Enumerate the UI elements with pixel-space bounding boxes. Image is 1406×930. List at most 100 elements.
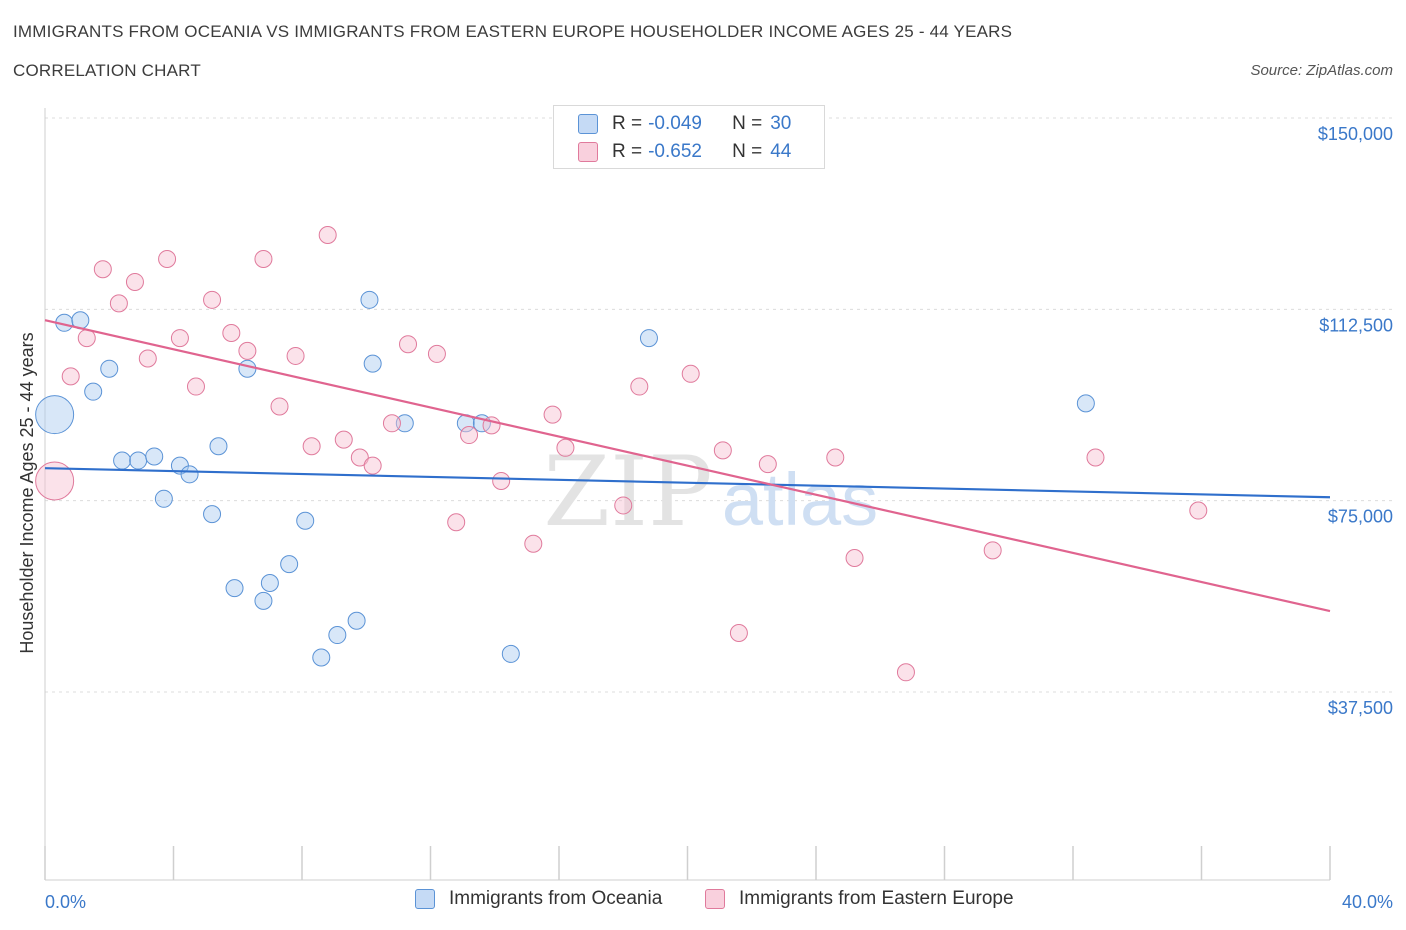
eastern-europe-point [61, 367, 80, 386]
oceania-point [209, 437, 228, 456]
chart-subtitle: CORRELATION CHART [13, 61, 201, 80]
oceania-point [225, 579, 244, 598]
oceania-point [129, 451, 148, 470]
oceania-point [154, 489, 173, 508]
eastern-europe-point [203, 290, 222, 309]
oceania-point [501, 644, 520, 663]
eastern-europe-point [983, 541, 1002, 560]
source-label: Source: ZipAtlas.com [1250, 62, 1393, 79]
legend-n-label: N = [732, 113, 763, 134]
oceania-point [1076, 394, 1095, 413]
eastern-europe-point [286, 346, 305, 365]
oceania-point [296, 511, 315, 530]
chart-title: IMMIGRANTS FROM OCEANIA VS IMMIGRANTS FR… [13, 22, 1013, 41]
oceania-point [363, 354, 382, 373]
series-swatch-eastern-europe [705, 889, 725, 909]
eastern-europe-point [713, 441, 732, 460]
eastern-europe-point [125, 272, 144, 291]
legend-row-eastern-europe: R = -0.652 N = 44 [578, 140, 791, 164]
eastern-europe-point [845, 548, 864, 567]
oceania-point [84, 382, 103, 401]
eastern-europe-point [630, 377, 649, 396]
oceania-point [145, 447, 164, 466]
legend-swatch-oceania [578, 114, 598, 134]
eastern-europe-point [382, 414, 401, 433]
legend-swatch-eastern-europe [578, 142, 598, 162]
eastern-europe-point [447, 513, 466, 532]
series-label-eastern-europe: Immigrants from Eastern Europe [739, 888, 1014, 909]
eastern-europe-point [614, 496, 633, 515]
y-axis-label: Householder Income Ages 25 - 44 years [17, 332, 37, 653]
oceania-point [254, 591, 273, 610]
axis-labels: $37,500 $75,000 $112,500 $150,000 0.0% 40.0% H… [17, 124, 1393, 912]
x-tick-label: 40.0% [1342, 892, 1393, 912]
legend-n-value: 30 [770, 113, 792, 134]
y-tick-label: $112,500 [1319, 315, 1393, 335]
series-legend-oceania: Immigrants from Oceania [415, 888, 662, 910]
series-legend: Immigrants from Oceania Immigrants from … [0, 888, 1406, 916]
eastern-europe-point [1086, 448, 1105, 467]
eastern-europe-point [318, 226, 337, 245]
oceania-point [100, 359, 119, 378]
eastern-europe-point [460, 426, 479, 445]
eastern-europe-point [543, 405, 562, 424]
eastern-europe-point [222, 323, 241, 342]
oceania-point [238, 359, 257, 378]
eastern-europe-point [896, 663, 915, 682]
legend-r-label: R = [612, 141, 643, 162]
axes [44, 108, 1331, 881]
oceania-point [360, 290, 379, 309]
legend-r-value: -0.049 [648, 113, 702, 134]
eastern-europe-point [35, 461, 75, 501]
oceania-point [280, 555, 299, 574]
correlation-legend: R = -0.049 N = 30 R = -0.652 N = 44 [553, 105, 825, 169]
eastern-europe-point [826, 448, 845, 467]
eastern-europe-point [334, 430, 353, 449]
legend-n-label: N = [732, 141, 763, 162]
y-tick-label: $150,000 [1318, 124, 1393, 144]
y-tick-label: $37,500 [1328, 698, 1393, 718]
eastern-europe-point [758, 455, 777, 474]
legend-n-value: 44 [770, 141, 792, 162]
series-swatch-oceania [415, 889, 435, 909]
watermark: ZIP atlas [543, 436, 878, 548]
oceania-point [35, 395, 75, 435]
oceania-point [395, 414, 414, 433]
eastern-europe-point [254, 250, 273, 269]
eastern-europe-point [170, 329, 189, 348]
eastern-europe-point [302, 437, 321, 456]
eastern-europe-point [492, 471, 511, 490]
eastern-europe-point [524, 534, 543, 553]
oceania-point [260, 573, 279, 592]
eastern-europe-point [158, 250, 177, 269]
legend-r-value: -0.652 [648, 141, 702, 162]
oceania-point [312, 648, 331, 667]
series-legend-eastern-europe: Immigrants from Eastern Europe [705, 888, 1014, 910]
legend-r-label: R = [612, 113, 643, 134]
eastern-europe-point [1189, 501, 1208, 520]
data-points [35, 226, 1208, 682]
oceania-point [203, 505, 222, 524]
eastern-europe-point [186, 377, 205, 396]
oceania-point [180, 465, 199, 484]
eastern-europe-point [138, 349, 157, 368]
oceania-point [639, 329, 658, 348]
grid-lines [45, 117, 1395, 693]
series-label-oceania: Immigrants from Oceania [449, 888, 663, 909]
eastern-europe-point [729, 623, 748, 642]
eastern-europe-point [681, 364, 700, 383]
trend-lines [44, 319, 1331, 613]
trend-line-eastern-europe [44, 319, 1331, 613]
eastern-europe-point [399, 335, 418, 354]
y-tick-label: $75,000 [1328, 507, 1393, 527]
oceania-point [328, 626, 347, 645]
eastern-europe-point [427, 344, 446, 363]
oceania-point [347, 611, 366, 630]
oceania-point [113, 451, 132, 470]
eastern-europe-point [556, 438, 575, 457]
eastern-europe-point [238, 341, 257, 360]
legend-row-oceania: R = -0.049 N = 30 [578, 112, 791, 136]
eastern-europe-point [270, 397, 289, 416]
eastern-europe-point [109, 294, 128, 313]
